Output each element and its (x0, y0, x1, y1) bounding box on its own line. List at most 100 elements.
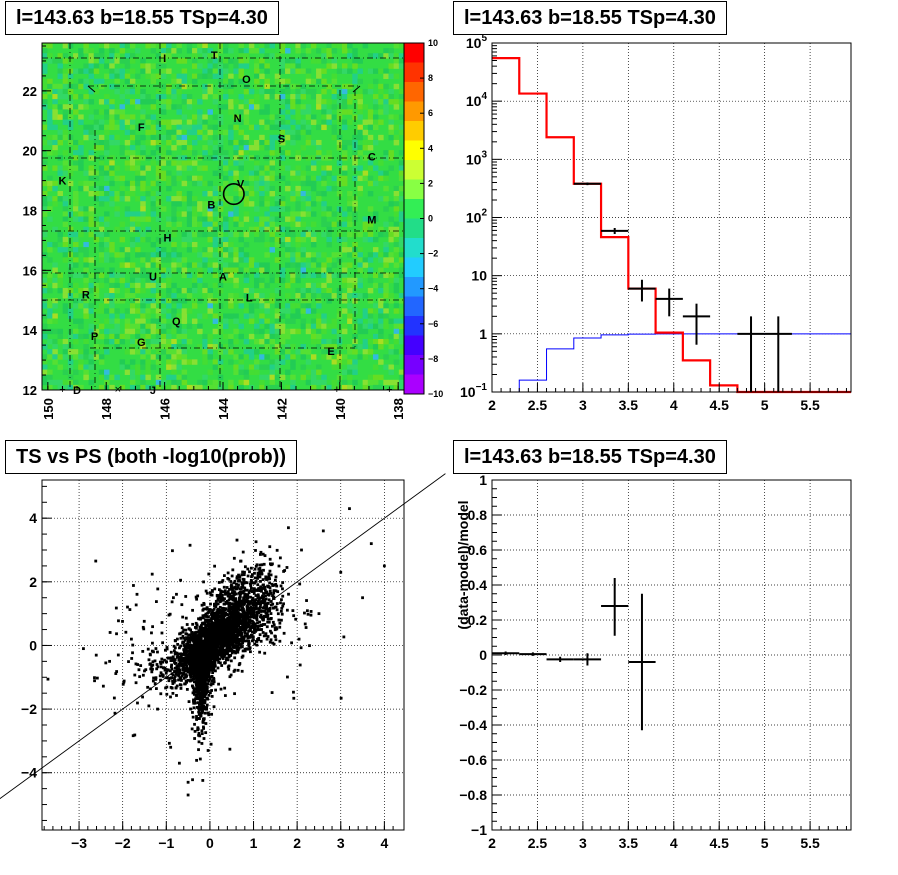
map-pixel (393, 83, 400, 90)
map-pixel (98, 201, 105, 207)
map-pixel (259, 43, 265, 49)
map-pixel (310, 354, 317, 360)
map-pixel (254, 303, 260, 309)
map-pixel (176, 221, 182, 228)
map-pixel (367, 257, 374, 263)
scatter-point (180, 679, 183, 682)
map-pixel (383, 272, 389, 279)
map-pixel (310, 379, 317, 386)
scatter-point (242, 590, 246, 593)
map-pixel (326, 119, 332, 125)
map-pixel (362, 379, 369, 386)
map-pixel (295, 211, 301, 217)
map-pixel (98, 83, 105, 90)
map-pixel (274, 201, 281, 207)
map-pixel (145, 308, 151, 314)
map-pixel (233, 221, 239, 228)
scatter-point (234, 585, 237, 589)
scatter-point (209, 683, 213, 687)
map-pixel (310, 88, 317, 95)
map-pixel (150, 262, 157, 268)
map-pixel (171, 134, 177, 141)
map-pixel (150, 134, 157, 141)
map-pixel (62, 104, 69, 110)
map-pixel (62, 58, 69, 64)
map-pixel (166, 134, 172, 141)
map-pixel (104, 252, 110, 258)
map-pixel (279, 196, 286, 202)
map-pixel (233, 231, 239, 238)
colorbar-cell (404, 62, 424, 83)
map-pixel (295, 303, 301, 309)
scatter-point (179, 687, 183, 690)
map-pixel (228, 170, 234, 176)
map-pixel (166, 48, 172, 54)
scatter-point (269, 591, 273, 595)
map-pixel (104, 338, 110, 345)
map-pixel (140, 298, 146, 304)
map-pixel (135, 48, 141, 54)
map-pixel (305, 323, 312, 330)
map-pixel (223, 94, 229, 100)
map-pixel (202, 48, 208, 54)
map-pixel (98, 139, 105, 146)
map-pixel (259, 338, 265, 345)
map-pixel (197, 43, 203, 49)
map-pixel (145, 333, 151, 340)
map-pixel (300, 236, 307, 243)
colorbar-cell (404, 238, 424, 258)
scatter-point (265, 590, 269, 594)
map-pixel (269, 94, 276, 100)
map-pixel (290, 364, 296, 370)
map-pixel (67, 344, 74, 350)
map-pixel (228, 139, 234, 146)
map-pixel (57, 129, 63, 136)
map-pixel (145, 359, 151, 365)
map-pixel (207, 206, 213, 212)
map-pixel (109, 104, 115, 110)
map-pixel (233, 369, 239, 375)
map-pixel (347, 109, 353, 115)
map-pixel (62, 338, 69, 345)
map-pixel (347, 318, 353, 324)
map-pixel (228, 247, 234, 253)
map-pixel (300, 196, 307, 202)
map-pixel (243, 308, 250, 314)
map-pixel (367, 88, 374, 95)
map-pixel (295, 287, 301, 294)
scatter-point (199, 628, 203, 632)
map-pixel (155, 73, 162, 80)
scatter-point (238, 595, 242, 599)
map-pixel (228, 231, 234, 238)
map-pixel (259, 109, 265, 115)
map-pixel (279, 68, 286, 74)
scatter-point (216, 658, 220, 662)
map-pixel (52, 267, 58, 273)
map-pixel (88, 58, 95, 64)
map-pixel (47, 349, 53, 355)
map-pixel (336, 257, 343, 263)
map-pixel (98, 247, 105, 253)
map-pixel (140, 58, 146, 64)
map-pixel (393, 303, 400, 309)
map-pixel (367, 277, 374, 284)
map-pixel (326, 384, 332, 391)
map-pixel (109, 83, 115, 90)
scatter-point (270, 582, 274, 586)
map-pixel (228, 109, 234, 115)
scatter-point (223, 574, 226, 578)
map-pixel (378, 99, 384, 105)
map-pixel (207, 109, 213, 115)
map-pixel (104, 379, 110, 386)
map-pixel (150, 150, 157, 156)
map-pixel (78, 364, 84, 370)
scatter-point (240, 633, 243, 637)
map-pixel (119, 68, 126, 74)
map-pixel (352, 349, 358, 355)
map-pixel (104, 293, 110, 299)
map-pixel (202, 68, 208, 74)
map-pixel (238, 354, 244, 360)
map-pixel (331, 78, 338, 85)
map-pixel (233, 63, 239, 69)
map-pixel (109, 318, 115, 324)
